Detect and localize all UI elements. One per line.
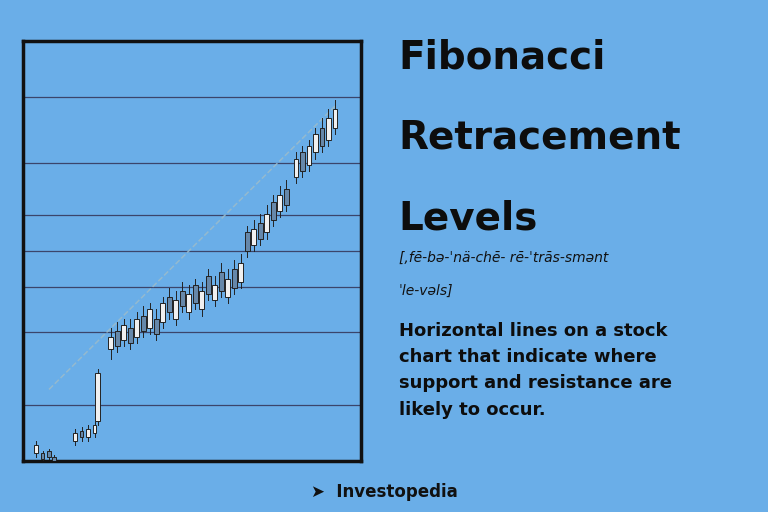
Bar	[115, 331, 120, 346]
Bar	[161, 303, 165, 322]
Bar	[154, 318, 158, 334]
Bar	[277, 196, 282, 211]
Bar	[52, 457, 56, 461]
Bar	[108, 337, 113, 349]
Bar	[167, 297, 171, 312]
Bar	[48, 451, 51, 457]
Bar	[238, 263, 243, 282]
Bar	[200, 291, 204, 309]
Bar	[147, 309, 152, 328]
Bar	[80, 431, 83, 437]
Bar	[86, 429, 90, 437]
Text: Horizontal lines on a stock
chart that indicate where
support and resistance are: Horizontal lines on a stock chart that i…	[399, 322, 672, 419]
Bar	[134, 318, 139, 337]
Bar	[187, 294, 191, 312]
Text: ˈle-vəls]: ˈle-vəls]	[399, 284, 453, 298]
Bar	[258, 223, 263, 239]
Bar	[174, 300, 178, 318]
Bar	[293, 159, 298, 177]
Text: Levels: Levels	[399, 199, 538, 237]
Bar	[232, 269, 237, 288]
Bar	[300, 153, 305, 171]
Bar	[121, 325, 126, 340]
Text: [,fē-bə-ˈnä-chē- rē-ˈtrās-smənt: [,fē-bə-ˈnä-chē- rē-ˈtrās-smənt	[399, 251, 608, 265]
Bar	[95, 373, 100, 421]
Bar	[206, 275, 210, 294]
Bar	[93, 425, 96, 433]
Bar	[180, 291, 184, 306]
Bar	[313, 134, 318, 153]
Bar	[193, 285, 197, 303]
Bar	[271, 202, 276, 220]
Text: Retracement: Retracement	[399, 119, 681, 157]
Bar	[245, 232, 250, 251]
Bar	[128, 328, 133, 343]
Bar	[264, 214, 269, 232]
Bar	[284, 189, 289, 205]
Bar	[219, 272, 223, 291]
Bar	[333, 109, 337, 127]
Bar	[35, 445, 38, 453]
Bar	[41, 453, 45, 459]
Text: ➤  Investopedia: ➤ Investopedia	[310, 482, 458, 501]
Bar	[319, 127, 324, 146]
Bar	[73, 433, 77, 441]
Bar	[141, 315, 145, 331]
Text: Fibonacci: Fibonacci	[399, 39, 606, 77]
Bar	[226, 279, 230, 297]
Bar	[213, 285, 217, 300]
Bar	[251, 229, 256, 245]
Bar	[326, 118, 331, 140]
Bar	[306, 146, 311, 165]
